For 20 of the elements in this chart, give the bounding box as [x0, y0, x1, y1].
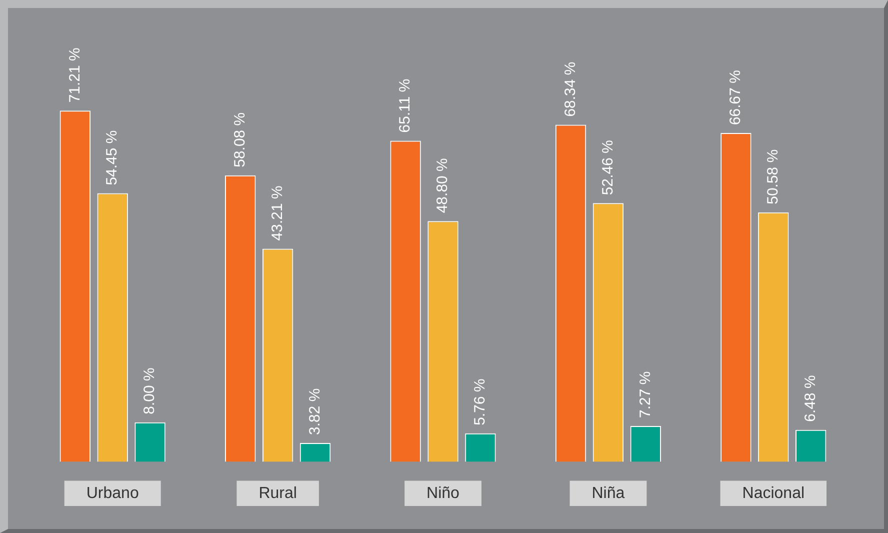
data-label: 50.58 % [764, 149, 782, 204]
x-tick-label: Niña [592, 484, 625, 502]
data-label: 71.21 % [66, 48, 84, 103]
data-label: 43.21 % [268, 186, 286, 241]
data-label: 52.46 % [599, 140, 616, 196]
x-tick-label: Nacional [742, 484, 805, 502]
x-tick-label: Rural [258, 484, 297, 502]
data-label: 68.34 % [562, 62, 579, 117]
data-label: 3.82 % [306, 388, 324, 435]
x-tick-label: Niño [426, 484, 460, 502]
data-label: 48.80 % [434, 158, 452, 214]
data-label: 65.11 % [396, 78, 414, 133]
data-label: 7.27 % [636, 371, 654, 418]
data-label: 5.76 % [472, 378, 489, 426]
data-label: 58.08 % [231, 112, 248, 168]
data-label: 6.48 % [802, 375, 819, 422]
data-label: 54.45 % [104, 130, 121, 186]
data-label: 66.67 % [727, 70, 744, 126]
data-label: 8.00 % [141, 368, 158, 414]
x-tick-label: Urbano [86, 484, 139, 502]
